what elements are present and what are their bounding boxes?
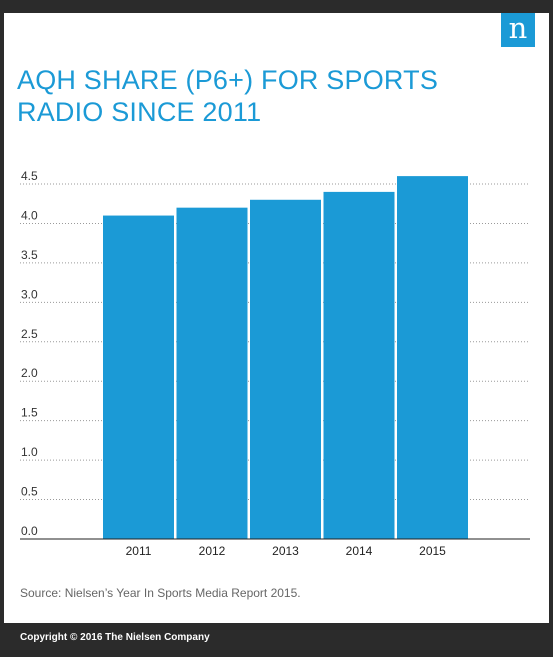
- y-tick-label: 2.5: [21, 327, 38, 341]
- y-tick-label: 4.0: [21, 208, 38, 222]
- chart-title: AQH SHARE (P6+) FOR SPORTS RADIO SINCE 2…: [17, 65, 439, 127]
- y-tick-label: 0.5: [21, 485, 38, 499]
- y-tick-label: 2.0: [21, 366, 38, 380]
- x-tick-label: 2011: [126, 544, 152, 558]
- y-tick-label: 1.0: [21, 445, 38, 459]
- x-tick-label: 2014: [346, 544, 373, 558]
- bar-chart: 0.0 0.5 1.0 1.5 2.0 2.5 3.0 3.5 4.0 4.5 2011 2012 20…: [20, 169, 530, 558]
- y-tick-label: 4.5: [21, 169, 38, 183]
- y-tick-label: 1.5: [21, 406, 38, 420]
- y-tick-label: 3.5: [21, 248, 38, 262]
- x-tick-label: 2015: [419, 544, 446, 558]
- copyright-text: Copyright © 2016 The Nielsen Company: [20, 632, 210, 643]
- bar-2012: [176, 207, 248, 539]
- nielsen-logo: n: [501, 11, 535, 47]
- bar-2013: [250, 199, 321, 539]
- nielsen-logo-letter: n: [508, 11, 528, 45]
- y-tick-label: 3.0: [21, 287, 38, 301]
- bar-2014: [323, 191, 395, 539]
- footer-bar: [0, 623, 553, 657]
- y-tick-label: 0.0: [21, 524, 38, 538]
- top-bar: [0, 0, 553, 13]
- source-note: Source: Nielsen’s Year In Sports Media R…: [20, 586, 301, 600]
- bar-2011: [103, 215, 174, 540]
- x-tick-label: 2013: [272, 544, 299, 558]
- bar-2015: [397, 176, 468, 539]
- x-tick-label: 2012: [199, 544, 226, 558]
